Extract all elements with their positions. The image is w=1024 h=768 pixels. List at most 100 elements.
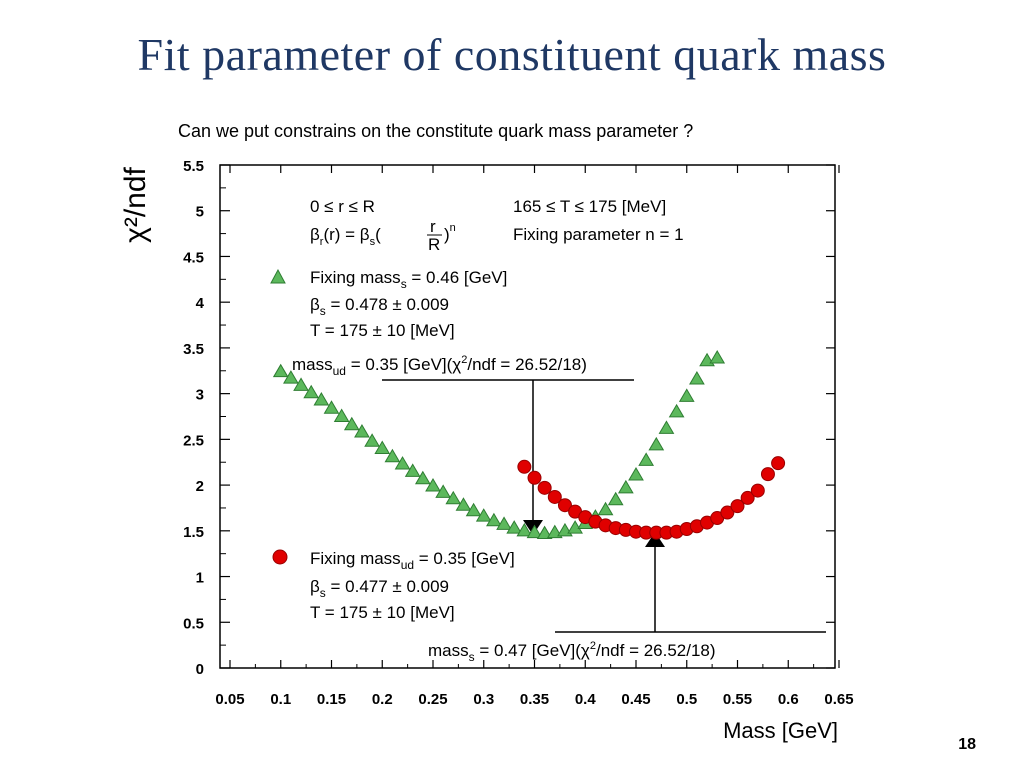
data-point-triangle: [313, 392, 330, 406]
y-tick-label: 3: [196, 387, 204, 404]
slide-number: 18: [958, 736, 976, 753]
beta-formula-denominator: R: [428, 235, 440, 254]
annotation-fixing-n: Fixing parameter n = 1: [513, 225, 684, 244]
data-point-triangle: [486, 512, 502, 527]
y-tick-label: 5.5: [183, 158, 204, 175]
data-point-triangle: [628, 467, 644, 481]
slide-subtitle: Can we put constrains on the constitute …: [178, 121, 694, 141]
data-point-circle: [740, 490, 755, 505]
beta-formula-numerator: r: [430, 217, 436, 236]
annotation-range-r: 0 ≤ r ≤ R: [310, 197, 375, 216]
data-point-triangle: [496, 516, 512, 530]
x-tick-label: 0.15: [317, 691, 346, 708]
data-point-triangle: [414, 470, 431, 485]
data-point-circle: [720, 505, 735, 520]
data-point-triangle: [425, 478, 441, 492]
series-red-circles: [517, 456, 786, 540]
y-axis-label: χ²/ndf: [119, 166, 152, 242]
data-point-triangle: [384, 448, 401, 463]
y-axis-label-text: χ²/ndf: [119, 166, 152, 242]
data-point-triangle: [404, 463, 421, 477]
data-point-triangle: [638, 452, 655, 466]
data-point-triangle: [435, 484, 452, 498]
data-point-triangle: [607, 491, 624, 506]
data-point-triangle: [597, 501, 614, 516]
data-point-triangle: [465, 502, 482, 517]
beta-formula-left: βr(r) = βs(: [310, 225, 381, 248]
x-tick-label: 0.55: [723, 691, 752, 708]
data-point-triangle: [323, 400, 340, 414]
legend-green-label: Fixing masss = 0.46 [GeV]: [310, 268, 507, 291]
data-point-triangle: [516, 522, 533, 537]
data-point-triangle: [333, 408, 350, 422]
x-tick-label: 0.4: [575, 691, 597, 708]
data-point-triangle: [526, 524, 543, 539]
y-tick-label: 2.5: [183, 432, 204, 449]
data-point-triangle: [506, 520, 523, 534]
data-point-triangle: [394, 456, 411, 470]
series-green-triangles: [272, 349, 726, 540]
data-point-triangle: [272, 363, 289, 378]
data-point-circle: [730, 499, 745, 514]
data-point-triangle: [455, 497, 472, 511]
x-tick-label: 0.65: [824, 691, 853, 708]
data-point-circle: [760, 467, 775, 482]
data-point-triangle: [689, 371, 705, 385]
data-point-circle: [750, 483, 765, 498]
data-point-triangle: [475, 508, 492, 522]
data-point-triangle: [536, 525, 553, 540]
data-point-circle: [527, 470, 542, 485]
annotation-beta-formula: βr(r) = βs( r R )n: [310, 217, 456, 254]
data-point-triangle: [354, 424, 370, 438]
data-point-circle: [771, 456, 786, 471]
x-tick-label: 0.2: [372, 691, 393, 708]
annotation-red-result: masss = 0.47 [GeV](χ2/ndf = 26.52/18): [428, 640, 716, 664]
legend-triangle-marker: [270, 268, 286, 284]
y-tick-label: 0: [196, 661, 204, 678]
y-tick-label: 0.5: [183, 615, 204, 632]
legend-red-beta: βs = 0.477 ± 0.009: [310, 577, 449, 600]
data-point-triangle: [678, 388, 695, 402]
data-point-triangle: [374, 440, 391, 455]
x-axis-label: Mass [GeV]: [723, 718, 838, 743]
legend-green-beta: βs = 0.478 ± 0.009: [310, 295, 449, 318]
data-point-triangle: [283, 370, 299, 384]
y-tick-label: 2: [196, 478, 204, 495]
x-tick-label: 0.25: [418, 691, 447, 708]
x-tick-label: 0.3: [473, 691, 494, 708]
data-point-triangle: [343, 416, 360, 431]
data-point-circle: [537, 480, 552, 495]
data-point-triangle: [364, 433, 380, 447]
y-tick-label: 4.5: [183, 249, 204, 266]
legend-red-T: T = 175 ± 10 [MeV]: [310, 603, 455, 622]
data-point-triangle: [658, 420, 675, 434]
slide-title: Fit parameter of constituent quark mass: [137, 29, 887, 80]
legend-green-T: T = 175 ± 10 [MeV]: [310, 321, 455, 340]
tick-labels: 0.05 0.1 0.15 0.2 0.25 0.3 0.35 0.4 0.45 0.5 0.55 0…: [183, 158, 853, 708]
data-point-circle: [557, 498, 572, 513]
data-point-circle: [517, 459, 532, 474]
x-tick-label: 0.45: [621, 691, 650, 708]
legend-circle-marker: [272, 549, 288, 565]
legend-red-label: Fixing massud = 0.35 [GeV]: [310, 549, 515, 572]
data-point-triangle: [709, 349, 726, 364]
arrow-red-minimum: [555, 532, 826, 633]
annotation-range-T: 165 ≤ T ≤ 175 [MeV]: [513, 197, 666, 216]
y-tick-label: 5: [196, 204, 204, 221]
data-point-triangle: [293, 377, 309, 391]
data-point-triangle: [445, 490, 462, 505]
x-tick-label: 0.6: [778, 691, 799, 708]
y-tick-label: 1: [196, 570, 204, 587]
x-tick-label: 0.1: [270, 691, 291, 708]
y-tick-label: 3.5: [183, 341, 204, 358]
x-tick-label: 0.35: [520, 691, 549, 708]
x-tick-label: 0.05: [215, 691, 244, 708]
y-tick-label: 4: [196, 295, 205, 312]
beta-formula-right: )n: [444, 222, 456, 244]
data-point-triangle: [648, 436, 665, 451]
data-point-triangle: [668, 403, 685, 418]
axis-ticks: [220, 164, 840, 669]
data-point-circle: [547, 489, 562, 504]
x-tick-label: 0.5: [676, 691, 697, 708]
